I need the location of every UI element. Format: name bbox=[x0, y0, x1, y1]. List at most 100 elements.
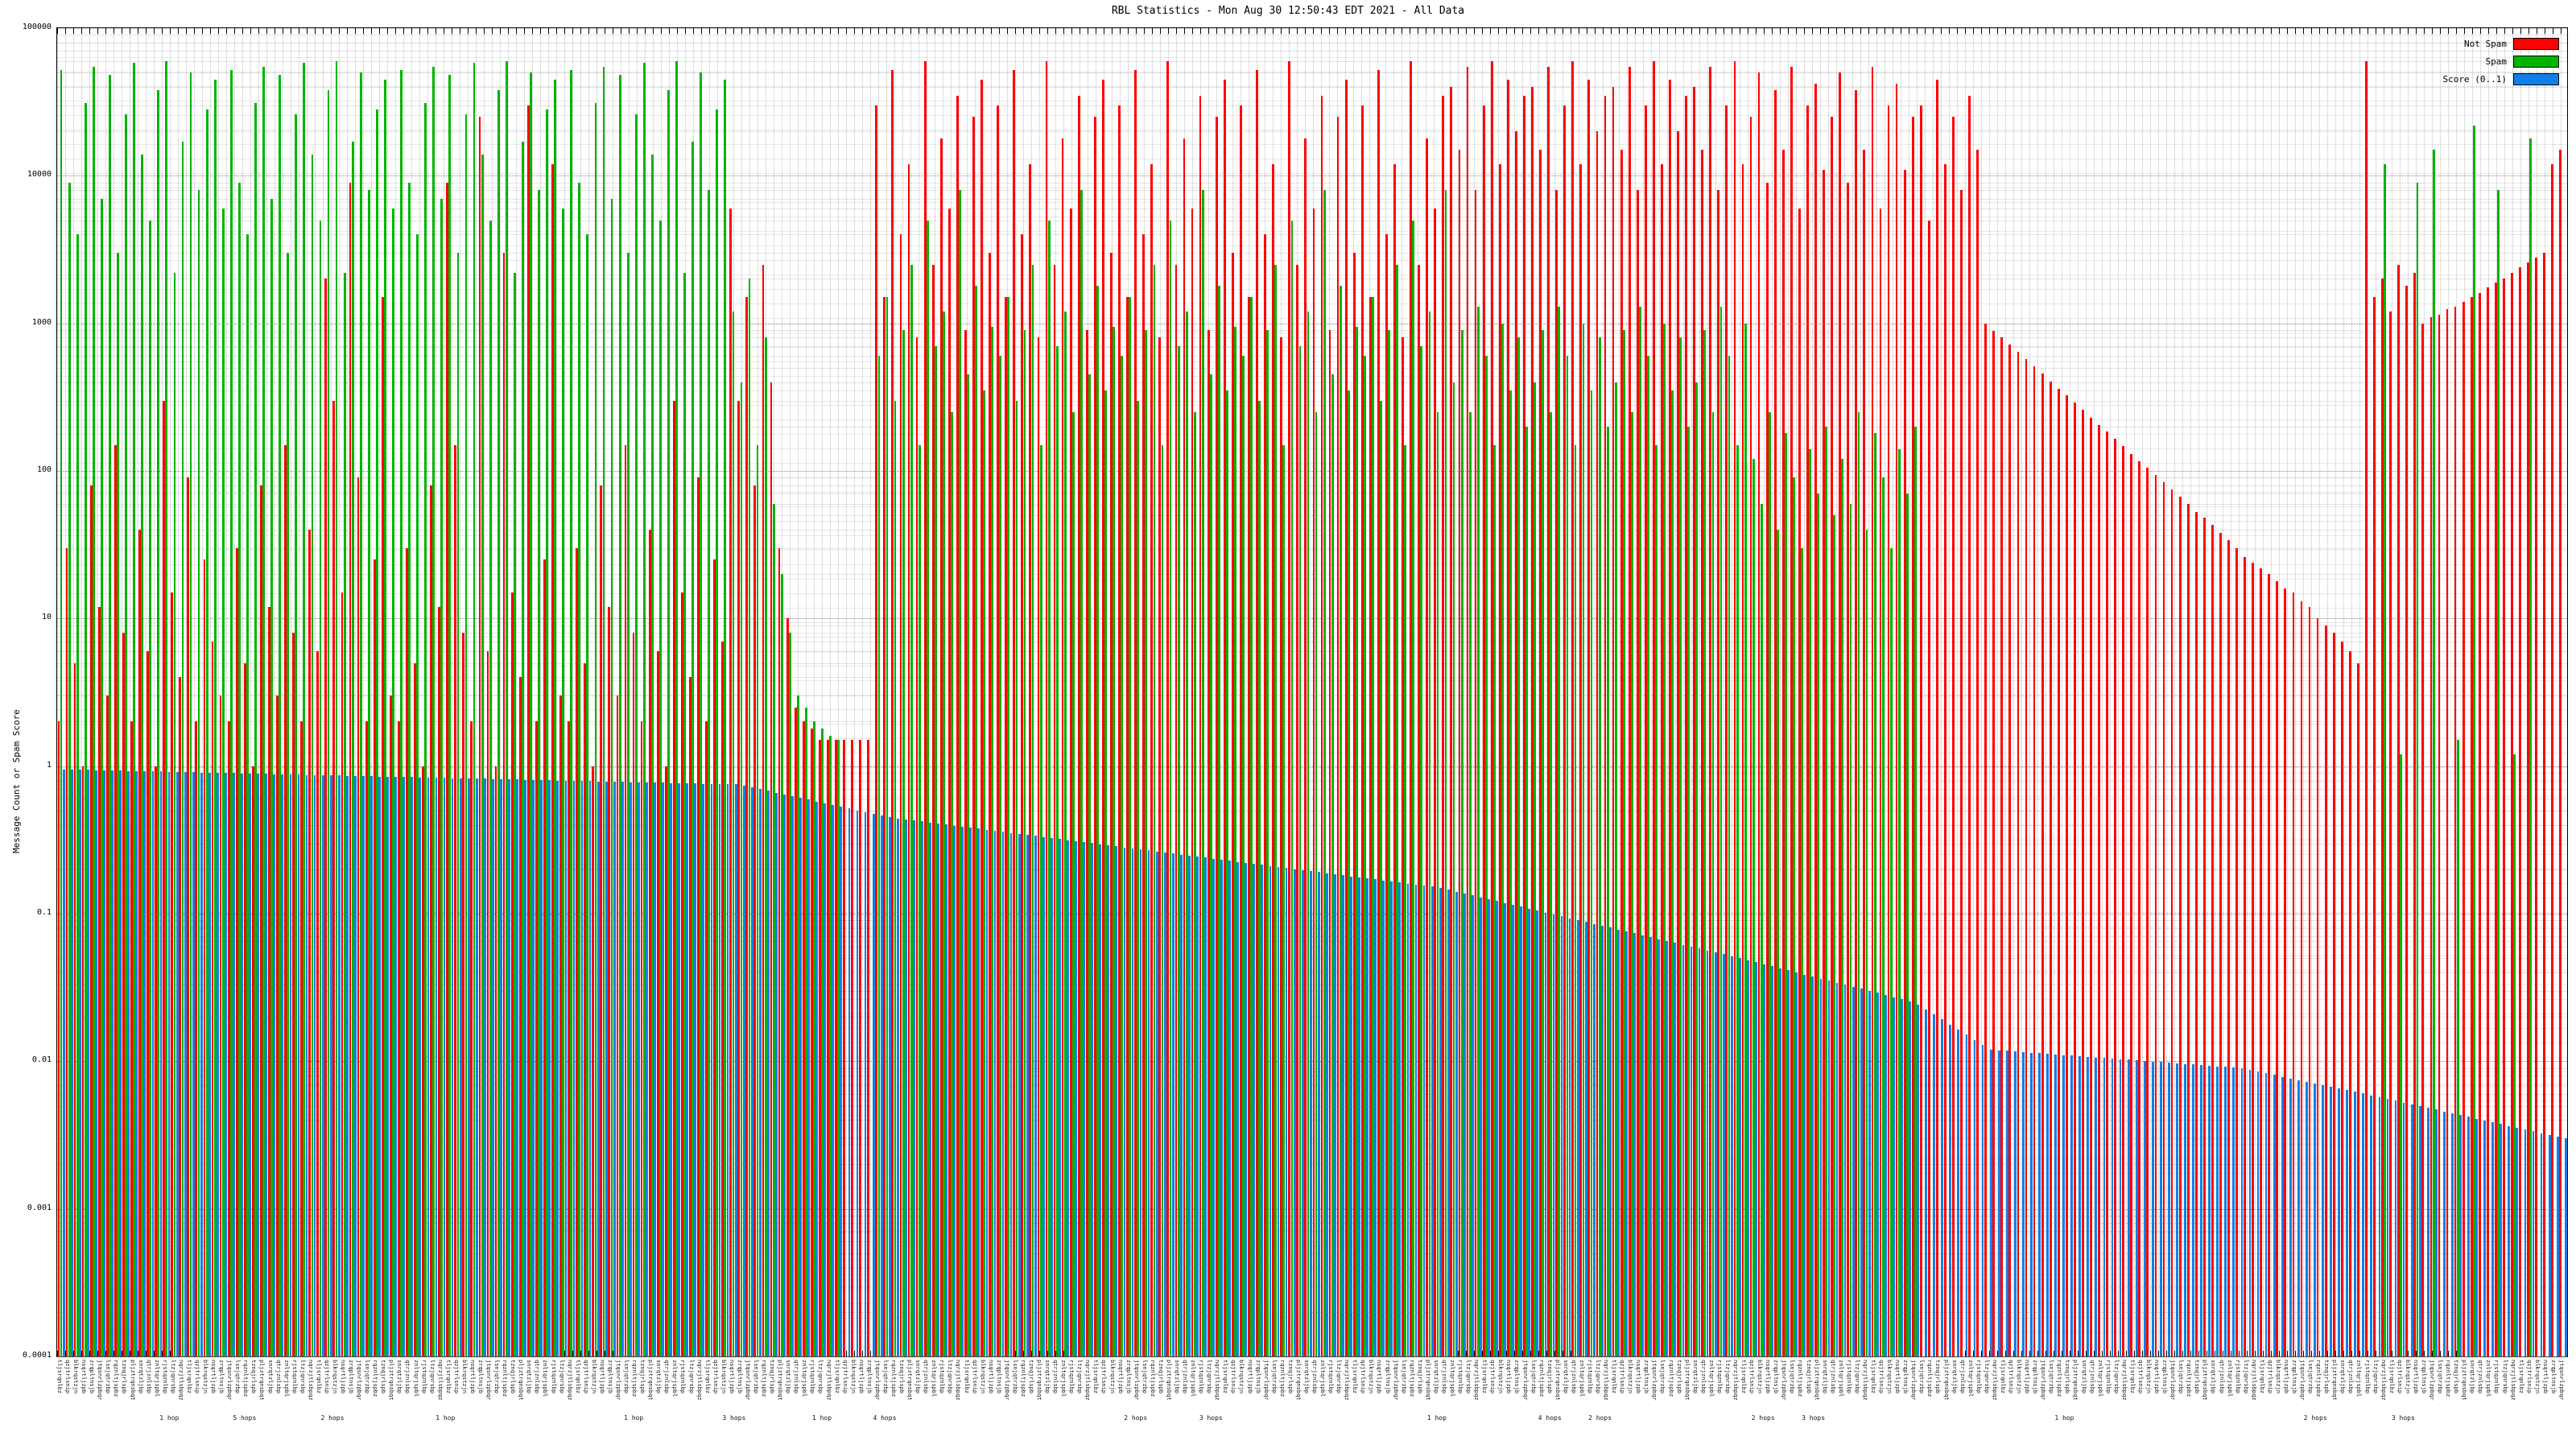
bar-score bbox=[1439, 887, 1442, 1356]
x-tick-label: pljztrqnsbqt bbox=[1813, 1360, 1820, 1401]
x-tick-label: nsqrtljzpb bbox=[1117, 1360, 1124, 1394]
bar-spam bbox=[724, 79, 727, 1356]
bar-score bbox=[1763, 964, 1765, 1356]
bar-score bbox=[2192, 1064, 2194, 1356]
bar-spam bbox=[1736, 444, 1739, 1356]
bar-not-spam bbox=[1231, 253, 1234, 1356]
bar-not-spam bbox=[1644, 105, 1647, 1356]
bar-not-spam bbox=[2194, 511, 2198, 1356]
gridline bbox=[57, 789, 2567, 791]
x-tick-label: nsqrtljzpb bbox=[340, 1360, 347, 1394]
bar-score bbox=[2322, 1084, 2324, 1356]
x-tick-label: nsqrtljzpb bbox=[210, 1360, 217, 1394]
bar-not-spam bbox=[1328, 330, 1331, 1356]
x-tick-label: tljsrqnlbz bbox=[56, 1360, 63, 1394]
bar-not-spam bbox=[1199, 95, 1202, 1356]
bar-score bbox=[1147, 850, 1150, 1356]
y-tick-label: 100000 bbox=[22, 23, 52, 31]
bar-not-spam bbox=[2413, 272, 2417, 1356]
bar-score bbox=[532, 779, 535, 1356]
bar-not-spam bbox=[1992, 330, 1996, 1356]
bar-not-spam bbox=[972, 117, 975, 1356]
bar-not-spam bbox=[211, 641, 214, 1356]
bar-not-spam bbox=[2332, 633, 2335, 1356]
bar-not-spam bbox=[2340, 641, 2343, 1356]
gridline bbox=[57, 618, 2567, 620]
x-tick-label: rjstqznlbp bbox=[809, 1360, 816, 1394]
bar-not-spam bbox=[1806, 105, 1809, 1356]
x-tick-label: blkrqstzjn bbox=[2404, 1360, 2411, 1394]
bar-spam bbox=[2529, 138, 2533, 1356]
x-tick-label: tljsrqnlbz bbox=[2517, 1360, 2524, 1394]
x-tick-label: qzjtrlsnip bbox=[1878, 1360, 1885, 1394]
x-tick-label: rqznltjspbz bbox=[1926, 1360, 1934, 1397]
x-tick-label: lsnjqtrzbp bbox=[364, 1360, 371, 1394]
bar-score bbox=[2200, 1065, 2203, 1356]
bar-not-spam bbox=[251, 766, 254, 1356]
x-tick-label: snrqtzljbp bbox=[2080, 1360, 2087, 1394]
bar-not-spam bbox=[1069, 208, 1072, 1356]
bar-spam bbox=[2456, 740, 2459, 1356]
x-tick-label: rqznltjspbz bbox=[1797, 1360, 1804, 1397]
bar-score bbox=[1163, 852, 1166, 1356]
x-tick-label: qzjtrlsnip bbox=[1619, 1360, 1626, 1394]
bar-spam bbox=[1542, 330, 1545, 1356]
bar-score bbox=[1795, 972, 1798, 1356]
bar-score bbox=[1406, 883, 1410, 1356]
bar-score bbox=[1220, 860, 1223, 1356]
bar-not-spam bbox=[1814, 84, 1817, 1356]
bar-spam bbox=[1752, 459, 1755, 1356]
bar-not-spam bbox=[1604, 95, 1607, 1356]
x-tick-label: blkrqstzjn bbox=[460, 1360, 468, 1394]
bar-score bbox=[1827, 980, 1831, 1356]
bar-score bbox=[1067, 840, 1069, 1356]
x-tick-label: znltqrjspbl bbox=[1448, 1360, 1455, 1397]
x-tick-label: pljztrqnsbqt bbox=[906, 1360, 914, 1401]
bar-not-spam bbox=[891, 70, 894, 1356]
bar-spam bbox=[221, 208, 225, 1356]
x-tick-label: qzjtrlsnip bbox=[841, 1360, 848, 1394]
x-tick-label: qzjtrlsnip bbox=[2007, 1360, 2014, 1394]
x-tick-label: snrqtzljbp bbox=[914, 1360, 922, 1394]
x-tick-label: jtqsnrlzpbqr bbox=[744, 1360, 751, 1401]
bar-spam bbox=[1550, 412, 1553, 1356]
bar-not-spam bbox=[1215, 117, 1218, 1356]
x-tick-label: zrqpltnsjb bbox=[1125, 1360, 1132, 1394]
bar-not-spam bbox=[2316, 618, 2319, 1356]
bar-score bbox=[1917, 1004, 1919, 1356]
bar-score bbox=[1261, 865, 1264, 1356]
bar-spam bbox=[1914, 426, 1917, 1356]
plot-area: Not Spam Spam Score (0..1) bbox=[56, 27, 2568, 1357]
bar-score bbox=[799, 798, 802, 1356]
bar-spam bbox=[1534, 382, 1537, 1356]
x-secondary-label: 3 hops bbox=[2391, 1414, 2415, 1422]
bar-spam bbox=[1153, 264, 1156, 1356]
bar-spam bbox=[262, 66, 265, 1356]
x-tick-label: snrqtzljbp bbox=[1562, 1360, 1569, 1394]
x-tick-label: jtqsnrlzpbqr bbox=[873, 1360, 881, 1401]
bar-spam bbox=[1695, 382, 1699, 1356]
bar-not-spam bbox=[324, 279, 328, 1356]
bar-spam bbox=[1161, 444, 1164, 1356]
bar-score bbox=[1860, 989, 1863, 1356]
gridline bbox=[57, 1094, 2567, 1095]
bar-not-spam bbox=[592, 766, 595, 1356]
bar-score bbox=[1374, 879, 1377, 1356]
bar-spam bbox=[1889, 547, 1893, 1356]
bar-not-spam bbox=[163, 400, 166, 1356]
x-tick-label: lsnjqtrzbp bbox=[1011, 1360, 1018, 1394]
bar-not-spam bbox=[1474, 190, 1477, 1356]
bar-score bbox=[1876, 993, 1879, 1356]
bar-spam bbox=[2400, 754, 2403, 1356]
bar-spam bbox=[1444, 190, 1447, 1356]
gridline bbox=[57, 972, 2567, 973]
bar-spam bbox=[1372, 297, 1374, 1356]
bar-not-spam bbox=[632, 633, 635, 1356]
bar-not-spam bbox=[680, 592, 683, 1356]
bar-not-spam bbox=[259, 485, 262, 1356]
bar-not-spam bbox=[446, 182, 449, 1356]
bar-score bbox=[1803, 974, 1806, 1356]
bar-spam bbox=[1566, 356, 1569, 1356]
bar-not-spam bbox=[2438, 314, 2441, 1356]
bar-score bbox=[758, 789, 762, 1356]
